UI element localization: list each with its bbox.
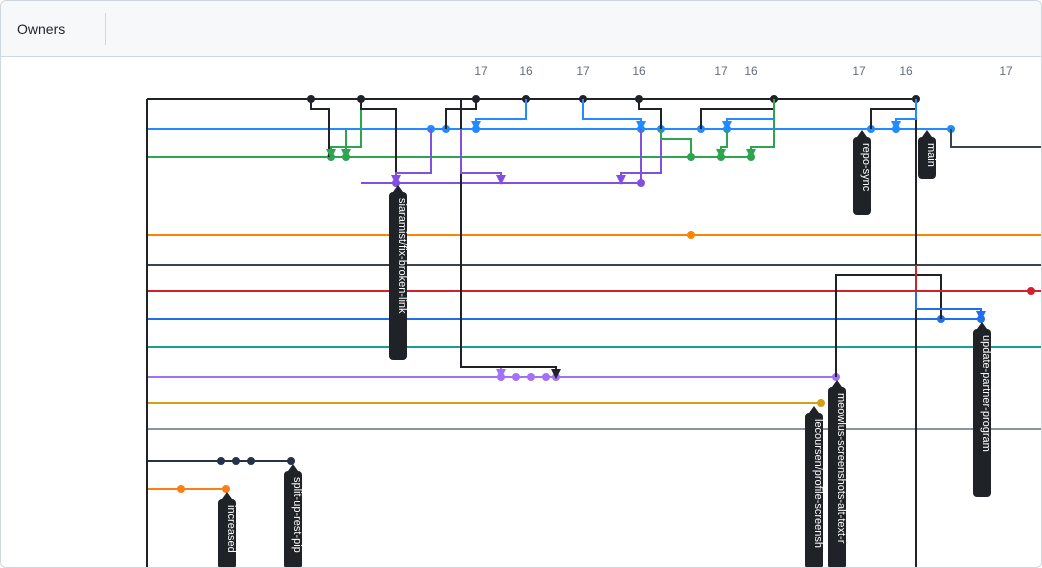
date-label: 17 (474, 64, 488, 78)
header-separator (105, 13, 106, 45)
connector (721, 129, 727, 157)
commit-dot[interactable] (818, 400, 825, 407)
panel-header: Owners (1, 1, 1041, 57)
connector (639, 99, 661, 129)
connector (916, 265, 1031, 291)
connector (476, 99, 526, 129)
branch-label[interactable]: update-partner-program (973, 322, 992, 497)
connector (361, 99, 396, 183)
owners-label: Owners (17, 21, 65, 37)
connector (951, 129, 1041, 147)
connector (461, 362, 501, 377)
branch-label[interactable]: split-up-rest-pip (284, 464, 303, 567)
commit-dot[interactable] (248, 458, 255, 465)
branch-label[interactable]: increased (218, 492, 237, 567)
date-label: 16 (632, 64, 646, 78)
branch-label[interactable]: repo-sync (853, 130, 872, 215)
commit-dot[interactable] (688, 232, 695, 239)
commit-dot[interactable] (178, 486, 185, 493)
connector (701, 99, 774, 129)
branch-label[interactable]: main (918, 130, 937, 179)
branch-label[interactable]: siaramist/fix-broken-link (389, 185, 408, 360)
date-label: 16 (519, 64, 533, 78)
svg-text:lecoursen/profile-screensh: lecoursen/profile-screensh (812, 419, 824, 548)
connector (836, 265, 916, 377)
commit-dot[interactable] (223, 486, 230, 493)
connector (331, 129, 346, 157)
date-label: 17 (576, 64, 590, 78)
date-label: 17 (852, 64, 866, 78)
date-label: 17 (714, 64, 728, 78)
svg-text:siaramist/fix-broken-link: siaramist/fix-broken-link (396, 198, 408, 314)
svg-text:split-up-rest-pip: split-up-rest-pip (291, 477, 303, 553)
date-label: 17 (999, 64, 1013, 78)
commit-dot[interactable] (528, 374, 535, 381)
date-label: 16 (744, 64, 758, 78)
connector (871, 99, 916, 129)
commit-dot[interactable] (218, 458, 225, 465)
connector (461, 362, 556, 377)
svg-text:update-partner-program: update-partner-program (980, 335, 992, 452)
commit-dot[interactable] (233, 458, 240, 465)
connector (661, 129, 691, 157)
network-graph-panel: Owners 17 16 17 16 17 16 17 16 17 main repo-sync si… (0, 0, 1042, 568)
svg-text:main: main (925, 143, 937, 167)
date-label: 16 (899, 64, 913, 78)
svg-text:repo-sync: repo-sync (860, 143, 872, 192)
graph-area[interactable]: 17 16 17 16 17 16 17 16 17 main repo-sync siaramist… (1, 57, 1041, 567)
network-graph-svg: 17 16 17 16 17 16 17 16 17 main repo-sync siaramist… (1, 57, 1041, 567)
branch-label[interactable]: lecoursen/profile-screensh (805, 406, 824, 567)
connector (896, 99, 916, 129)
connector (583, 99, 641, 129)
svg-text:meowlus-screenshots-alt-text-r: meowlus-screenshots-alt-text-r (835, 393, 847, 544)
commit-dot[interactable] (288, 458, 295, 465)
commit-dot[interactable] (543, 374, 550, 381)
svg-text:increased: increased (225, 505, 237, 553)
connector (727, 99, 774, 129)
commit-dot[interactable] (513, 374, 520, 381)
branch-label[interactable]: meowlus-screenshots-alt-text-r (828, 380, 847, 567)
